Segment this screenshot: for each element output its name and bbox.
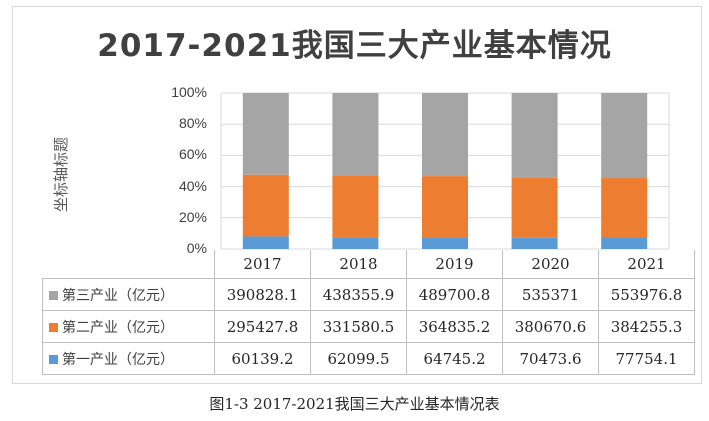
data-label: 364835.2 bbox=[406, 310, 503, 343]
data-label: 553976.8 bbox=[598, 278, 695, 311]
bar-secondary-2017 bbox=[242, 174, 289, 237]
legend-entry: 第二产业（亿元） bbox=[42, 310, 215, 343]
x-tick-label: 2018 bbox=[310, 250, 407, 279]
bar-primary-2019 bbox=[422, 238, 468, 249]
x-tick-label: 2017 bbox=[214, 250, 311, 279]
bar-secondary-2020 bbox=[511, 177, 558, 238]
data-label: 535371 bbox=[502, 278, 599, 311]
bar-primary-2021 bbox=[601, 237, 648, 249]
data-label: 390828.1 bbox=[214, 278, 311, 311]
y-tick-label: 0% bbox=[186, 240, 207, 256]
y-tick-label: 20% bbox=[178, 208, 207, 225]
data-label: 60139.2 bbox=[214, 342, 311, 375]
x-tick-label: 2019 bbox=[406, 250, 503, 279]
data-label: 384255.3 bbox=[598, 310, 695, 343]
table-row: 第二产业（亿元） 295427.8 331580.5 364835.2 380670.6… bbox=[42, 310, 695, 343]
x-tick-label: 2021 bbox=[598, 250, 695, 279]
table-row: 第三产业（亿元） 390828.1 438355.9 489700.8 535371 55… bbox=[42, 278, 695, 311]
bar-secondary-2018 bbox=[332, 175, 379, 238]
legend-swatch bbox=[49, 355, 58, 364]
y-tick-label: 80% bbox=[178, 115, 207, 132]
bar-tertiary-2020 bbox=[511, 93, 558, 178]
y-tick-label: 60% bbox=[178, 146, 207, 163]
legend-label: 第二产业（亿元） bbox=[62, 319, 174, 336]
bar-tertiary-2018 bbox=[332, 93, 379, 176]
data-label: 331580.5 bbox=[310, 310, 407, 343]
bar-primary-2018 bbox=[332, 237, 379, 249]
bar-primary-2017 bbox=[242, 236, 289, 249]
legend-label: 第三产业（亿元） bbox=[62, 287, 174, 304]
data-table: 2017 2018 2019 2020 2021 第三产业（亿元） 390828.1 4383… bbox=[42, 250, 695, 375]
legend-swatch bbox=[49, 323, 58, 332]
data-label: 62099.5 bbox=[310, 342, 407, 375]
data-label: 380670.6 bbox=[502, 310, 599, 343]
data-label: 64745.2 bbox=[406, 342, 503, 375]
x-tick-label: 2020 bbox=[502, 250, 599, 279]
bar-tertiary-2021 bbox=[601, 93, 648, 179]
figure-caption: 图1-3 2017-2021我国三大产业基本情况表 bbox=[209, 395, 500, 413]
chart-frame bbox=[12, 6, 702, 384]
bar-primary-2020 bbox=[511, 237, 558, 249]
legend-entry: 第三产业（亿元） bbox=[42, 278, 215, 311]
data-label: 70473.6 bbox=[502, 342, 599, 375]
data-label: 77754.1 bbox=[598, 342, 695, 375]
legend-entry: 第一产业（亿元） bbox=[42, 342, 215, 375]
legend-swatch bbox=[49, 291, 58, 300]
legend-label: 第一产业（亿元） bbox=[62, 351, 174, 368]
y-tick-label: 40% bbox=[178, 177, 207, 194]
bar-secondary-2021 bbox=[601, 178, 648, 238]
data-label: 295427.8 bbox=[214, 310, 311, 343]
chart-title: 2017-2021我国三大产业基本情况 bbox=[97, 28, 612, 64]
data-label: 438355.9 bbox=[310, 278, 407, 311]
bar-secondary-2019 bbox=[422, 176, 468, 239]
y-tick-label: 100% bbox=[171, 84, 207, 100]
table-row: 第一产业（亿元） 60139.2 62099.5 64745.2 70473.6 7775… bbox=[42, 342, 695, 375]
data-label: 489700.8 bbox=[406, 278, 503, 311]
bar-tertiary-2017 bbox=[242, 93, 289, 175]
bar-tertiary-2019 bbox=[422, 93, 468, 177]
